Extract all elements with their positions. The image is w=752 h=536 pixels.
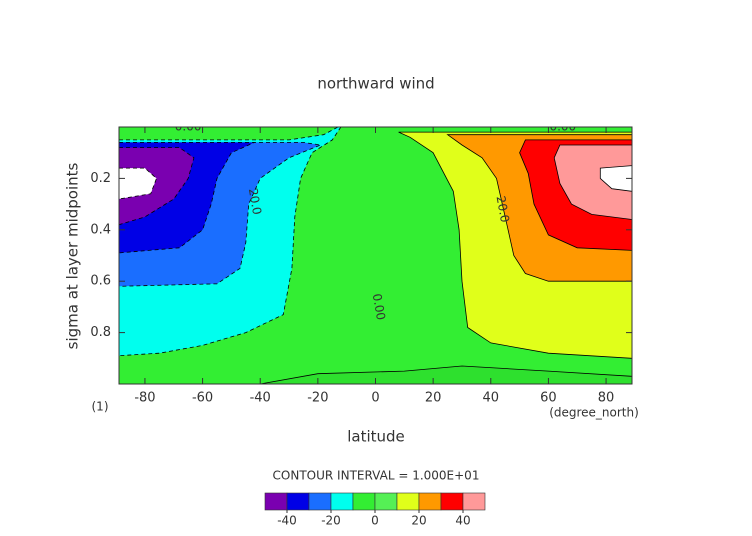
colorbar-box [440, 492, 464, 511]
colorbar-box [418, 492, 442, 511]
x-tick-label: -80 [134, 391, 155, 406]
contour-label: 0.00 [549, 120, 576, 134]
x-axis-label: latitude [347, 428, 405, 446]
y-tick-label: 0.8 [90, 325, 111, 340]
colorbar-box [462, 492, 486, 511]
y-tick-label: 0.2 [90, 171, 111, 186]
contour-label: 20.0 [246, 187, 264, 216]
colorbar-box [374, 492, 398, 511]
x-units: (degree_north) [549, 406, 639, 420]
x-tick-label: 60 [540, 391, 557, 406]
x-tick-label: 80 [598, 391, 615, 406]
contour-region [260, 365, 632, 384]
x-tick-label: 20 [425, 391, 442, 406]
contour-region [119, 167, 157, 200]
frame-label: (1) [92, 400, 109, 414]
colorbar-box [352, 492, 376, 511]
colorbar-box [396, 492, 420, 511]
colorbar-tick-label: 0 [371, 514, 379, 528]
x-tick-label: -20 [307, 391, 328, 406]
x-tick-label: -40 [250, 391, 271, 406]
plot-area: 0.00 20.0 0.00 20.0 0.00 [119, 120, 632, 384]
x-tick-label: -60 [192, 391, 213, 406]
y-tick-label: 0.6 [90, 274, 111, 289]
contour-region [599, 165, 632, 192]
colorbar-box [330, 492, 354, 511]
colorbar-tick-label: -20 [321, 514, 341, 528]
x-tick-label: 0 [371, 391, 379, 406]
colorbar-title: CONTOUR INTERVAL = 1.000E+01 [273, 469, 480, 483]
x-tick-label: 40 [483, 391, 500, 406]
chart-title: northward wind [317, 75, 434, 93]
contour-label: 0.00 [175, 120, 202, 134]
colorbar-box [264, 492, 288, 511]
contour-label: 0.00 [370, 292, 388, 321]
colorbar-tick-label: 20 [411, 514, 426, 528]
colorbar-box [286, 492, 310, 511]
colorbar-tick-label: -40 [277, 514, 297, 528]
contour-region [553, 144, 632, 220]
y-tick-label: 0.4 [90, 222, 111, 237]
colorbar-box [308, 492, 332, 511]
contour-region [119, 147, 195, 226]
y-axis-label: sigma at layer midpoints [64, 162, 82, 349]
contour-label: 20.0 [494, 195, 512, 224]
colorbar-tick-label: 40 [455, 514, 470, 528]
